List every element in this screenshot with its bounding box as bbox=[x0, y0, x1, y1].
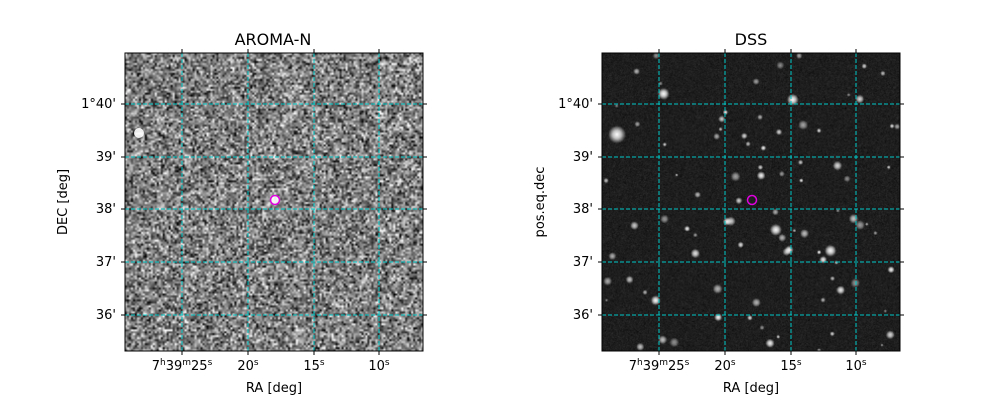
coordinate-grid bbox=[125, 53, 423, 351]
target-circle bbox=[746, 194, 758, 206]
x-axis-label: RA [deg] bbox=[246, 381, 302, 396]
tick-marks bbox=[598, 49, 904, 355]
y-tick-label: 39' bbox=[96, 150, 116, 165]
panel-aroma-n: AROMA-N 1°40' 39' 38' 37' 36' 7h39m25s 2… bbox=[56, 30, 427, 396]
y-axis-label: DEC [deg] bbox=[56, 169, 71, 235]
target-circle bbox=[269, 194, 281, 206]
plot-frame bbox=[124, 52, 424, 352]
y-axis-label: pos.eq.dec bbox=[533, 167, 548, 238]
y-tick-label: 38' bbox=[96, 202, 116, 217]
y-tick-label: 1°40' bbox=[558, 97, 593, 112]
x-tick-label: 7h39m25s bbox=[629, 358, 690, 374]
y-tick-label: 36' bbox=[573, 308, 593, 323]
panel-dss: DSS 1°40' 39' 38' 37' 36' 7h39m25s 20s 1… bbox=[533, 30, 904, 396]
coordinate-grid bbox=[602, 53, 900, 351]
y-tick-label: 39' bbox=[573, 150, 593, 165]
x-tick-label: 20s bbox=[237, 358, 259, 374]
y-tick-label: 37' bbox=[573, 255, 593, 270]
x-tick-label: 10s bbox=[845, 358, 867, 374]
x-tick-label: 10s bbox=[368, 358, 390, 374]
target-marker bbox=[269, 194, 281, 206]
image-overlay bbox=[134, 128, 144, 138]
y-tick-label: 1°40' bbox=[81, 97, 116, 112]
y-tick-label: 37' bbox=[96, 255, 116, 270]
panel-title: AROMA-N bbox=[235, 30, 312, 49]
tick-marks bbox=[121, 49, 427, 355]
x-tick-label: 15s bbox=[780, 358, 802, 374]
x-tick-label: 7h39m25s bbox=[152, 358, 213, 374]
y-tick-label: 36' bbox=[96, 308, 116, 323]
plot-frame bbox=[601, 52, 901, 352]
panel-title: DSS bbox=[735, 30, 768, 49]
y-tick-label: 38' bbox=[573, 202, 593, 217]
target-marker bbox=[746, 194, 758, 206]
x-tick-label: 20s bbox=[714, 358, 736, 374]
x-axis-label: RA [deg] bbox=[723, 381, 779, 396]
image-dss bbox=[602, 53, 900, 351]
x-tick-label: 15s bbox=[303, 358, 325, 374]
bright-source bbox=[134, 128, 144, 138]
